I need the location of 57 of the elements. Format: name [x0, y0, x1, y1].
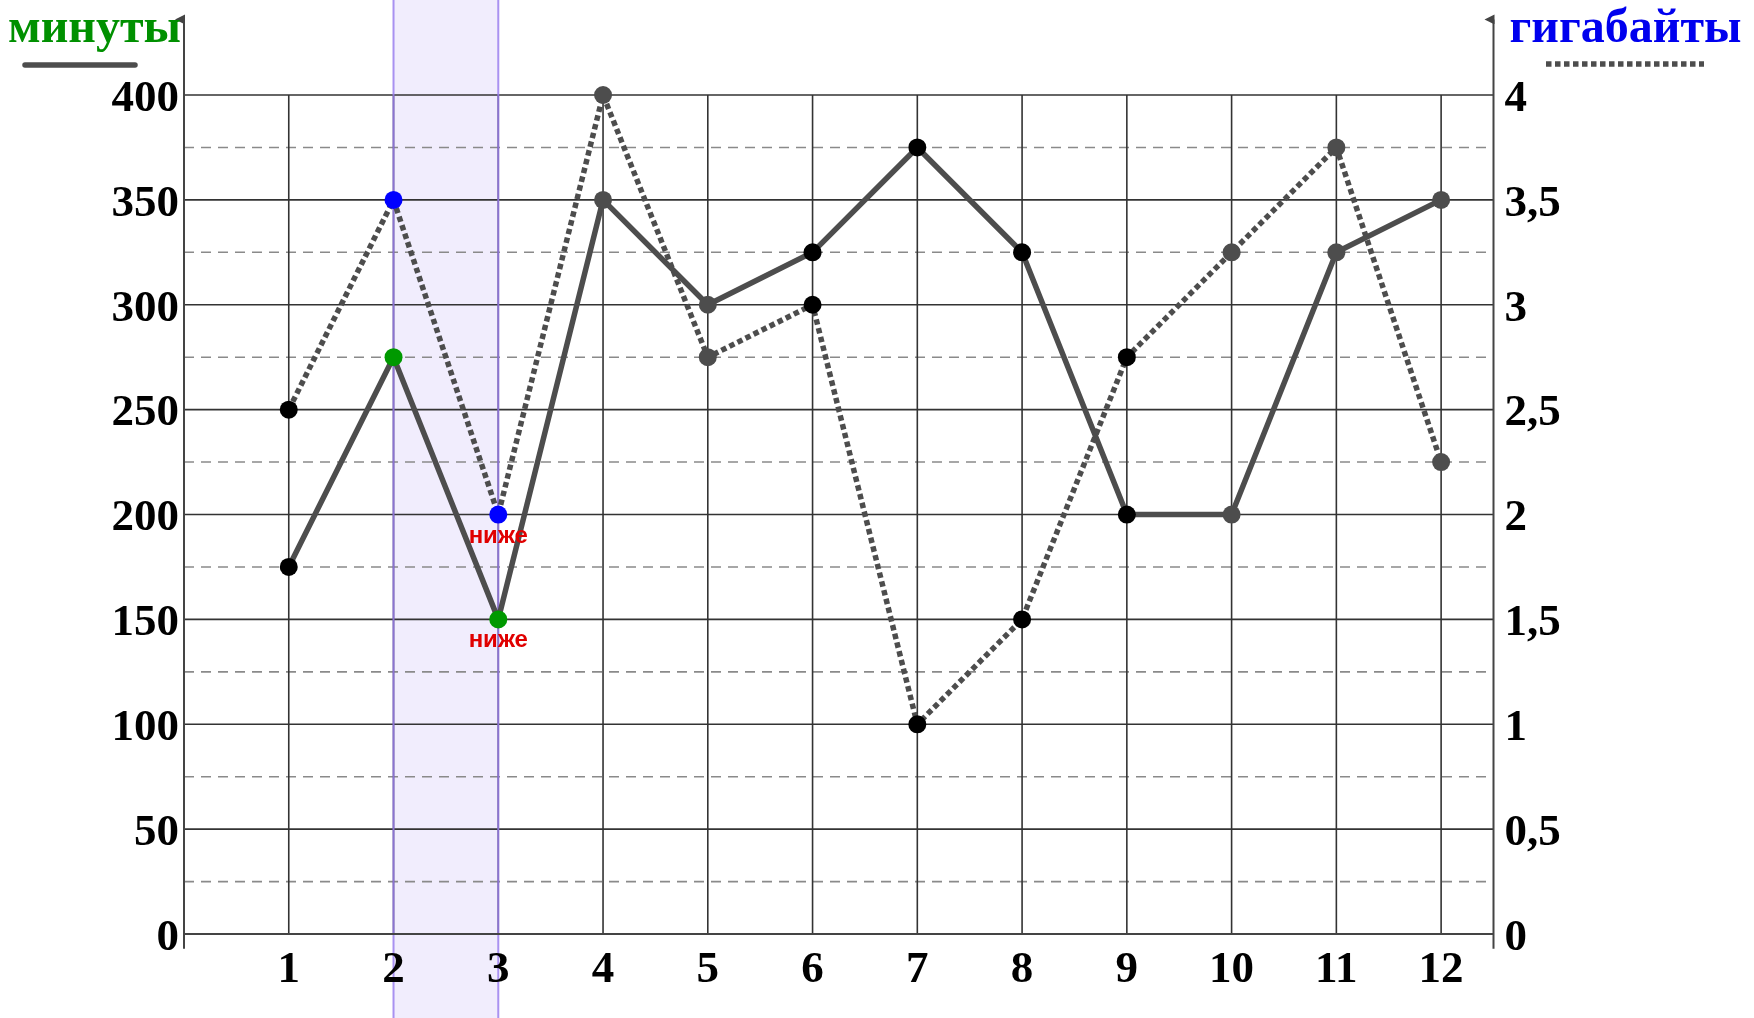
x-tick-label: 2 — [382, 942, 405, 993]
point — [594, 190, 613, 209]
y2-tick-label: 0 — [1504, 909, 1527, 960]
y-tick-label: 0 — [156, 909, 179, 960]
point — [1222, 243, 1241, 262]
y-axis-title: минуты — [7, 0, 181, 52]
point — [594, 86, 613, 105]
y2-tick-label: 1,5 — [1504, 595, 1561, 646]
point — [1013, 610, 1032, 629]
y2-tick-label: 1 — [1504, 700, 1527, 751]
point — [1013, 243, 1032, 262]
point — [1432, 190, 1451, 209]
y-tick-label: 300 — [111, 280, 179, 331]
x-tick-label: 5 — [696, 942, 720, 993]
x-tick-label: 10 — [1209, 942, 1255, 993]
y2-tick-label: 0,5 — [1504, 804, 1561, 855]
y2-tick-label: 2,5 — [1504, 385, 1561, 436]
point — [803, 243, 822, 262]
y-tick-label: 150 — [111, 595, 179, 646]
y2-tick-label: 4 — [1504, 70, 1527, 121]
point — [1327, 138, 1346, 157]
x-tick-label: 8 — [1010, 942, 1034, 993]
point — [489, 610, 508, 629]
y2-tick-label: 2 — [1504, 490, 1527, 541]
point — [908, 715, 927, 734]
point — [1117, 348, 1136, 367]
y-tick-label: 350 — [111, 175, 179, 226]
point — [279, 400, 298, 419]
y-tick-label: 250 — [111, 385, 179, 436]
x-tick-label: 4 — [591, 942, 615, 993]
x-tick-label: 6 — [801, 942, 824, 993]
point — [698, 295, 717, 314]
x-tick-label: 12 — [1418, 942, 1464, 993]
y-tick-label: 100 — [111, 700, 179, 751]
y2-tick-label: 3,5 — [1504, 175, 1561, 226]
annotation: ниже — [468, 625, 528, 653]
point — [908, 138, 927, 157]
y-tick-label: 50 — [134, 804, 179, 855]
point — [489, 505, 508, 524]
point — [698, 348, 717, 367]
y-tick-label: 400 — [111, 70, 179, 121]
point — [1117, 505, 1136, 524]
x-tick-label: 7 — [906, 942, 929, 993]
x-tick-label: 11 — [1315, 942, 1358, 993]
point — [384, 190, 403, 209]
point — [384, 348, 403, 367]
y2-axis-title: гигабайты — [1509, 0, 1742, 52]
point — [1327, 243, 1346, 262]
x-tick-label: 3 — [487, 942, 510, 993]
point — [1432, 453, 1451, 472]
point — [279, 557, 298, 576]
x-tick-label: 9 — [1115, 942, 1139, 993]
point — [803, 295, 822, 314]
y-tick-label: 200 — [111, 490, 179, 541]
y2-tick-label: 3 — [1504, 280, 1527, 331]
point — [1222, 505, 1241, 524]
x-tick-label: 1 — [277, 942, 301, 993]
